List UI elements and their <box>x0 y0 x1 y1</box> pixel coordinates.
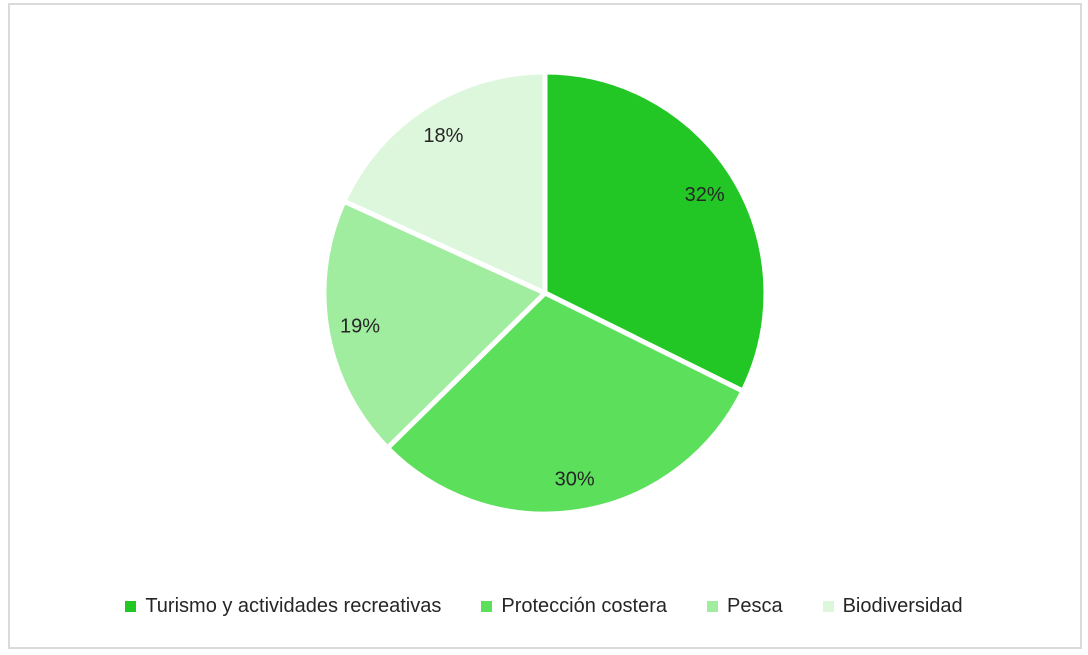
pie-slice-1 <box>542 69 769 394</box>
legend-swatch-icon <box>125 600 137 612</box>
legend-label: Protección costera <box>501 595 667 617</box>
legend-swatch-icon <box>822 600 834 612</box>
legend-label: Pesca <box>727 595 783 617</box>
legend-label: Turismo y actividades recreativas <box>145 595 442 617</box>
pie-slice-2 <box>384 290 746 517</box>
legend-swatch-icon <box>707 600 718 612</box>
legend-item-biodiversidad: Biodiversidad <box>822 594 963 618</box>
data-label-4: 18% <box>423 125 463 147</box>
data-label-3: 19% <box>340 316 380 338</box>
legend-swatch-icon <box>481 600 493 612</box>
data-label-1: 32% <box>685 184 725 206</box>
legend-item-proteccion: Protección costera <box>481 594 667 618</box>
pie-slice-3 <box>321 198 548 451</box>
legend-item-pesca: Pesca <box>707 594 783 618</box>
pie-slice-4 <box>341 69 548 296</box>
data-label-2: 30% <box>555 469 595 491</box>
legend-label: Biodiversidad <box>842 595 963 617</box>
legend-item-turismo: Turismo y actividades recreativas <box>125 594 441 618</box>
chart-legend: Turismo y actividades recreativas Protec… <box>0 594 1088 618</box>
